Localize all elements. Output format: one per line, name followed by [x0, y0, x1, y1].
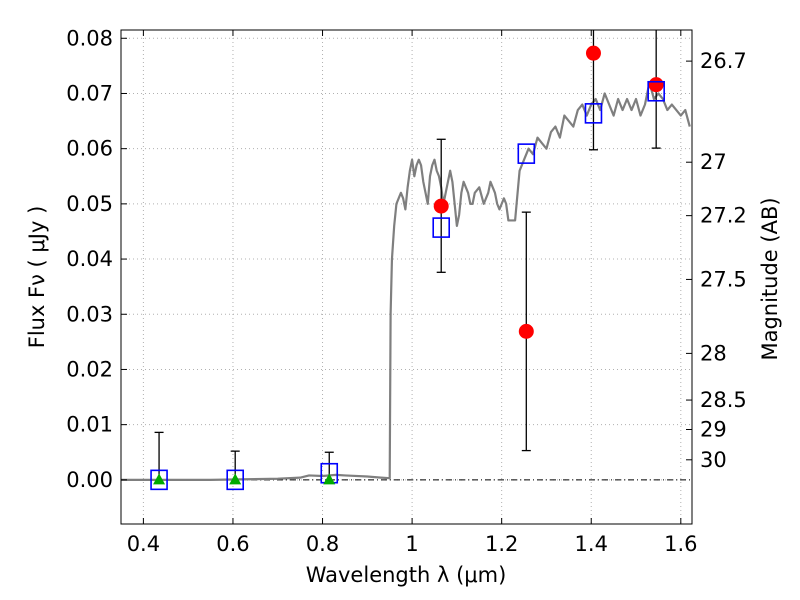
x-tick-label: 1.2: [485, 532, 518, 556]
x-tick-label: 0.8: [306, 532, 339, 556]
mag-tick-label: 27.2: [700, 204, 747, 228]
mag-tick-label: 27.5: [700, 267, 747, 291]
x-tick-label: 0.6: [216, 532, 249, 556]
y-tick-label: 0.06: [66, 137, 113, 161]
x-tick-label: 1: [405, 532, 418, 556]
plot-frame: [120, 29, 693, 525]
observed-flux-point: [648, 77, 664, 93]
mag-tick-label: 27: [700, 150, 727, 174]
observed-flux-point: [433, 198, 449, 214]
y-axis-title: Flux Fν ( μJy ): [25, 206, 49, 349]
x-tick-label: 1.6: [664, 532, 697, 556]
mag-tick-label: 30: [700, 448, 727, 472]
synthetic-flux-square: [432, 217, 451, 238]
y-tick-label: 0.04: [66, 247, 113, 271]
synthetic-flux-square: [226, 469, 244, 491]
mag-tick-label: 26.7: [700, 49, 747, 73]
model-spectrum-line: [121, 81, 691, 481]
synthetic-flux-square: [584, 103, 603, 124]
synthetic-flux-square: [150, 469, 168, 491]
synthetic-flux-square: [647, 80, 665, 102]
x-axis-title: Wavelength λ (μm): [306, 563, 507, 587]
x-tick-label: 0.4: [127, 532, 160, 556]
observed-flux-point: [585, 45, 601, 61]
y-tick-label: 0.05: [66, 192, 113, 216]
y-tick-label: 0.01: [66, 413, 113, 437]
marker-layer: [150, 45, 665, 491]
y-tick-label: 0.00: [66, 468, 113, 492]
model-spectrum-layer: [121, 81, 691, 481]
x-tick-label: 1.4: [575, 532, 608, 556]
synthetic-flux-square: [517, 143, 536, 164]
y-tick-label: 0.03: [66, 302, 113, 326]
tick-layer: [121, 30, 692, 524]
mag-tick-label: 28.5: [700, 388, 747, 412]
tick-label-layer: 0.4 0.6 0.8 1 1.2 1.4 1.6 0.00 0.01 0.02 0.03 0.04 0…: [66, 26, 747, 556]
y2-axis-title: Magnitude (AB): [758, 197, 782, 360]
upper-limit-triangle: [229, 473, 242, 485]
y-tick-label: 0.08: [66, 26, 113, 50]
mag-tick-label: 29: [700, 418, 727, 442]
y-tick-label: 0.07: [66, 81, 113, 105]
y-tick-label: 0.02: [66, 357, 113, 381]
mag-tick-label: 28: [700, 341, 727, 365]
observed-flux-point: [518, 323, 534, 339]
upper-limit-triangle: [153, 473, 166, 485]
upper-limit-triangle: [323, 473, 336, 485]
